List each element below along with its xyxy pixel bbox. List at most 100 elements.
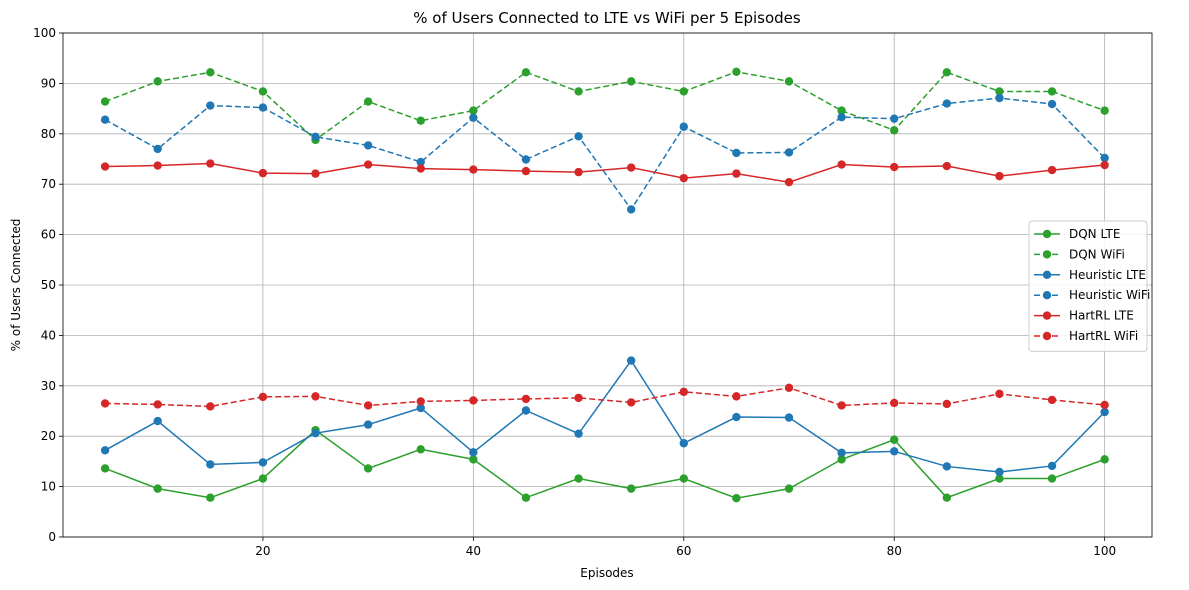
data-point xyxy=(311,132,320,142)
legend-label: Heuristic LTE xyxy=(1069,268,1146,282)
data-point xyxy=(837,160,846,169)
data-point xyxy=(1047,99,1057,109)
data-point xyxy=(679,439,688,448)
data-point xyxy=(942,161,952,171)
data-point xyxy=(732,67,741,77)
legend: DQN LTE DQN WiFi Heuristic LTE Heuristic Wi… xyxy=(1028,220,1150,352)
y-tick-label: 0 xyxy=(48,530,56,544)
y-tick-label: 40 xyxy=(41,328,56,342)
data-point xyxy=(942,68,952,77)
data-point xyxy=(258,103,268,112)
data-point xyxy=(995,87,1004,96)
data-point xyxy=(206,101,215,110)
data-point xyxy=(416,157,425,167)
series-line-hartrl-wifi xyxy=(105,387,1105,408)
series-layer xyxy=(100,67,1109,503)
legend-label: DQN WiFi xyxy=(1069,247,1125,261)
legend-label: HartRL LTE xyxy=(1069,309,1134,323)
data-point xyxy=(363,160,373,169)
legend-entry: DQN LTE xyxy=(1034,227,1120,241)
data-point xyxy=(995,389,1004,399)
data-point xyxy=(206,402,215,411)
data-point xyxy=(206,460,215,469)
data-point xyxy=(1100,400,1109,410)
x-tick-label: 80 xyxy=(887,544,902,558)
data-point xyxy=(574,132,583,141)
x-tick-label: 20 xyxy=(255,544,270,558)
y-tick-label: 80 xyxy=(41,127,56,141)
data-point xyxy=(100,399,110,408)
data-point xyxy=(1100,106,1109,115)
data-point xyxy=(784,484,794,493)
data-point xyxy=(679,87,688,96)
ticks-layer: 20 40 60 80 100 0 10 20 30 40 50 60 70 80 90 100 xyxy=(33,26,1116,558)
data-point xyxy=(626,484,636,493)
data-point xyxy=(784,148,794,157)
data-point xyxy=(521,155,531,164)
data-point xyxy=(890,398,899,408)
legend-marker xyxy=(1042,331,1052,341)
legend-entry: HartRL LTE xyxy=(1034,309,1134,323)
data-point xyxy=(469,455,478,464)
data-point xyxy=(626,77,636,86)
data-point xyxy=(890,114,899,123)
data-point xyxy=(1047,87,1057,96)
data-point xyxy=(258,458,268,467)
legend-marker xyxy=(1042,229,1052,239)
data-point xyxy=(942,399,952,409)
series-dqn-wifi xyxy=(100,67,1109,145)
data-point xyxy=(995,93,1004,103)
data-point xyxy=(1047,165,1057,175)
series-line-dqn-wifi xyxy=(104,71,1105,141)
x-tick-label: 100 xyxy=(1093,544,1116,558)
data-point xyxy=(942,493,952,502)
data-point xyxy=(890,126,899,135)
data-point xyxy=(153,144,162,154)
data-point xyxy=(1100,160,1109,170)
legend-box xyxy=(1028,220,1148,352)
data-point xyxy=(732,392,741,401)
series-line-heuristic-wifi xyxy=(104,97,1106,211)
legend-marker xyxy=(1042,291,1052,300)
y-axis-label: % of Users Connected xyxy=(9,219,23,352)
data-point xyxy=(416,445,425,454)
y-tick-label: 70 xyxy=(41,177,56,191)
data-point xyxy=(153,77,162,86)
y-tick-label: 100 xyxy=(33,26,56,40)
data-point xyxy=(732,493,741,503)
data-point xyxy=(574,474,583,483)
data-point xyxy=(363,420,373,429)
data-point xyxy=(521,394,531,404)
legend-marker xyxy=(1042,250,1052,259)
data-point xyxy=(258,168,268,178)
data-point xyxy=(416,397,425,406)
data-point xyxy=(890,162,899,172)
data-point xyxy=(153,400,162,409)
data-point xyxy=(153,416,162,426)
x-tick-label: 60 xyxy=(676,544,691,558)
data-point xyxy=(784,383,794,393)
legend-marker xyxy=(1042,270,1052,279)
data-point xyxy=(890,447,899,456)
data-point xyxy=(1100,153,1109,163)
data-point xyxy=(100,115,110,124)
data-point xyxy=(1047,395,1057,405)
data-point xyxy=(1100,455,1109,464)
series-line-hartrl-lte xyxy=(105,162,1105,183)
data-point xyxy=(1047,461,1057,471)
data-point xyxy=(626,356,636,365)
legend-marker xyxy=(1042,311,1052,320)
data-point xyxy=(942,99,952,108)
data-point xyxy=(626,163,636,172)
y-tick-label: 30 xyxy=(41,379,56,393)
data-point xyxy=(311,428,320,438)
data-point xyxy=(732,412,741,422)
data-point xyxy=(837,448,846,458)
data-point xyxy=(206,493,215,502)
data-point xyxy=(469,113,478,122)
legend-entry: Heuristic LTE xyxy=(1034,268,1146,282)
data-point xyxy=(679,474,688,483)
data-point xyxy=(416,116,425,125)
data-point xyxy=(469,165,478,174)
